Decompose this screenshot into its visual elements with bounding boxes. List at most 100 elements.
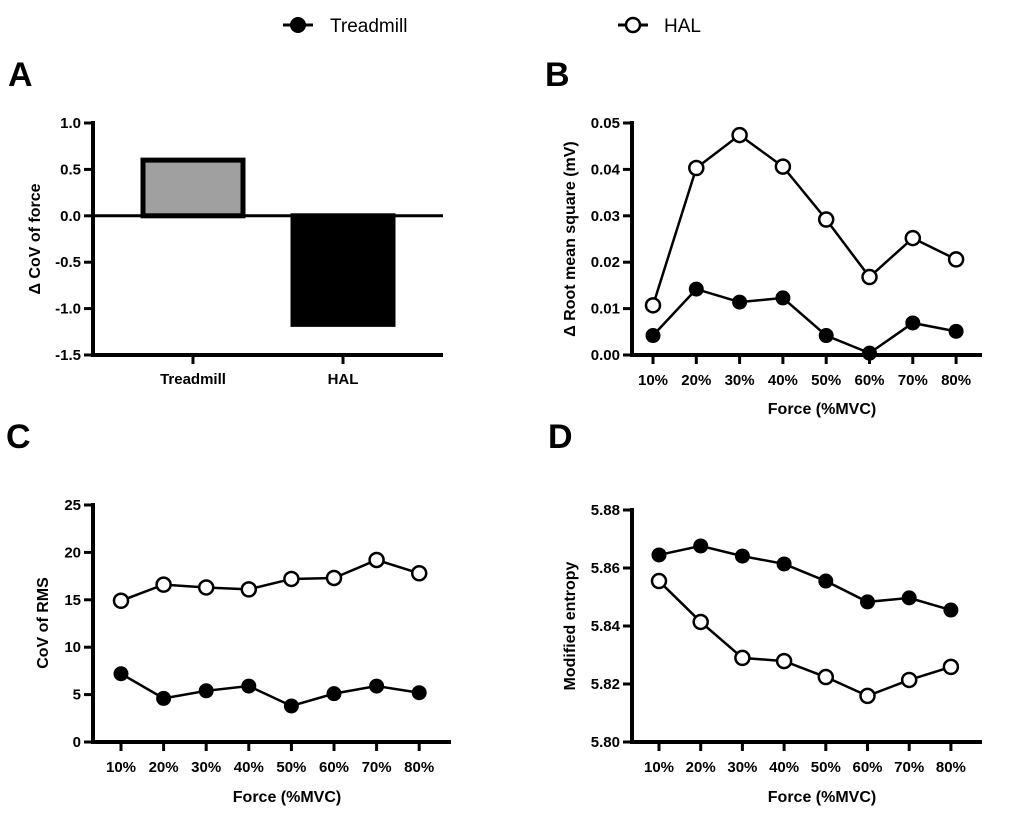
data-point-treadmill bbox=[113, 666, 129, 682]
y-tick-label-a: -0.5 bbox=[55, 254, 81, 271]
x-tick-label-c: 40% bbox=[234, 759, 264, 776]
panel-c: 0 5 10 15 20 25 CoV of RMS 10% 20% 30% 40% 50% 60% 70… bbox=[35, 497, 451, 806]
data-point-treadmill bbox=[411, 685, 427, 701]
x-tick-label-c: 30% bbox=[191, 759, 221, 776]
legend-hal-label: HAL bbox=[664, 16, 701, 37]
y-tick-label-d: 5.86 bbox=[591, 560, 620, 577]
data-point-hal bbox=[774, 158, 792, 175]
data-point-hal bbox=[283, 570, 300, 588]
x-tick-label-c: 80% bbox=[404, 759, 434, 776]
x-tick-label-a: Treadmill bbox=[160, 371, 226, 388]
y-tick-label-b: 0.04 bbox=[591, 161, 621, 178]
data-point-treadmill bbox=[156, 690, 172, 706]
panel-letter-a: A bbox=[8, 56, 33, 94]
data-point-hal bbox=[734, 649, 751, 667]
y-tick-label-d: 5.82 bbox=[591, 676, 620, 693]
legend-item-hal: HAL bbox=[618, 16, 701, 37]
data-point-hal bbox=[688, 159, 705, 177]
data-point-treadmill bbox=[862, 345, 877, 361]
x-axis-title-b: Force (%MVC) bbox=[768, 401, 876, 418]
y-tick-label-d: 5.80 bbox=[591, 734, 620, 751]
data-point-hal bbox=[155, 576, 172, 593]
data-point-hal bbox=[410, 565, 428, 582]
data-point-treadmill bbox=[905, 315, 921, 331]
data-point-hal bbox=[197, 579, 215, 596]
series-line-treadmill bbox=[652, 287, 957, 355]
y-axis-title-a: Δ CoV of force bbox=[27, 183, 44, 294]
panel-letter-c: C bbox=[6, 418, 31, 456]
data-point-hal bbox=[731, 126, 748, 144]
x-tick-label-d: 50% bbox=[811, 759, 841, 776]
panel-b: 0.00 0.01 0.02 0.03 0.04 0.05 Δ Root mean squa… bbox=[562, 115, 982, 418]
x-tick-label-c: 60% bbox=[319, 759, 349, 776]
y-tick-label-b: 0.01 bbox=[591, 301, 620, 318]
data-point-hal bbox=[859, 687, 876, 705]
x-tick-label-d: 20% bbox=[686, 759, 716, 776]
x-tick-label-b: 10% bbox=[638, 372, 668, 389]
panel-letter-d: D bbox=[548, 418, 573, 456]
data-point-hal bbox=[817, 668, 835, 686]
y-axis-title-d: Modified entropy bbox=[562, 561, 579, 690]
bar-hal bbox=[290, 213, 396, 327]
x-tick-label-d: 40% bbox=[769, 759, 799, 776]
data-point-hal bbox=[775, 652, 793, 670]
y-tick-label-b: 0.03 bbox=[591, 208, 620, 225]
legend-treadmill-label: Treadmill bbox=[330, 16, 407, 37]
legend-treadmill-marker bbox=[290, 17, 306, 33]
data-point-treadmill bbox=[732, 294, 748, 310]
x-tick-label-d: 30% bbox=[727, 759, 757, 776]
y-tick-label-b: 0.05 bbox=[591, 115, 620, 132]
series-line-hal bbox=[651, 133, 957, 306]
x-tick-label-d: 60% bbox=[852, 759, 882, 776]
y-tick-label-a: -1.5 bbox=[55, 347, 81, 364]
x-tick-label-b: 50% bbox=[811, 372, 841, 389]
data-point-treadmill bbox=[775, 290, 791, 306]
y-tick-label-a: 1.0 bbox=[60, 115, 81, 132]
y-tick-label-c: 0 bbox=[73, 734, 81, 751]
data-point-treadmill bbox=[943, 602, 959, 618]
y-tick-label-b: 0.00 bbox=[591, 347, 620, 364]
data-point-treadmill bbox=[283, 698, 299, 714]
bar-treadmill bbox=[140, 157, 246, 219]
x-axis-title-d: Force (%MVC) bbox=[768, 789, 876, 806]
data-point-hal bbox=[942, 658, 960, 676]
data-point-hal bbox=[947, 251, 965, 268]
x-tick-label-b: 20% bbox=[681, 372, 711, 389]
y-tick-label-c: 10 bbox=[64, 639, 81, 656]
y-tick-label-a: -1.0 bbox=[55, 301, 81, 318]
data-point-treadmill bbox=[818, 328, 834, 344]
data-point-hal bbox=[900, 671, 918, 689]
data-point-hal bbox=[240, 581, 258, 598]
x-tick-label-c: 10% bbox=[106, 759, 136, 776]
data-point-hal bbox=[692, 613, 709, 631]
data-point-hal bbox=[325, 569, 343, 587]
x-tick-label-d: 70% bbox=[894, 759, 924, 776]
y-tick-label-a: 0.0 bbox=[60, 208, 81, 225]
data-point-hal bbox=[644, 297, 662, 314]
y-tick-label-c: 15 bbox=[64, 592, 81, 609]
panel-d: 5.80 5.82 5.84 5.86 5.88 Modified entropy 10% 2… bbox=[562, 502, 982, 806]
x-tick-label-b: 70% bbox=[898, 372, 928, 389]
legend: Treadmill HAL bbox=[283, 16, 701, 37]
data-point-treadmill bbox=[688, 281, 704, 297]
x-tick-label-b: 30% bbox=[725, 372, 755, 389]
x-tick-label-a: HAL bbox=[328, 371, 359, 388]
y-tick-label-b: 0.02 bbox=[591, 254, 620, 271]
data-point-hal bbox=[650, 572, 668, 590]
data-point-hal bbox=[904, 229, 922, 247]
data-point-treadmill bbox=[326, 686, 342, 702]
data-point-treadmill bbox=[818, 573, 834, 589]
y-tick-label-d: 5.84 bbox=[591, 618, 621, 635]
x-tick-label-c: 20% bbox=[149, 759, 179, 776]
y-tick-label-c: 25 bbox=[64, 497, 81, 514]
x-tick-label-b: 40% bbox=[768, 372, 798, 389]
data-point-treadmill bbox=[645, 328, 661, 344]
data-point-hal bbox=[861, 268, 878, 286]
panel-letter-b: B bbox=[545, 56, 570, 94]
x-tick-label-d: 80% bbox=[936, 759, 966, 776]
y-axis-title-c: CoV of RMS bbox=[35, 577, 52, 669]
data-point-hal bbox=[112, 592, 130, 609]
x-tick-label-c: 70% bbox=[362, 759, 392, 776]
data-point-treadmill bbox=[693, 538, 709, 554]
legend-hal-marker bbox=[624, 16, 642, 34]
